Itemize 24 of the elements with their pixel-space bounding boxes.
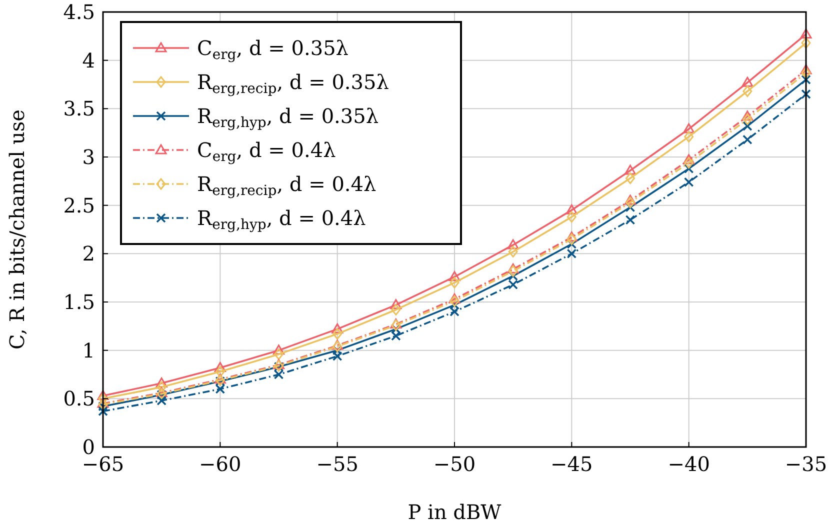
y-tick-label: 1.5 — [63, 290, 95, 314]
legend-label: R$_{erg,recip}$, d = 0.4λ — [197, 172, 377, 198]
x-axis-title: P in dBW — [408, 500, 502, 524]
y-tick-label: 1 — [82, 338, 95, 362]
x-tick-label: −40 — [668, 452, 710, 476]
y-tick-label: 3.5 — [63, 96, 95, 121]
y-tick-label: 3 — [82, 145, 95, 169]
x-tick-label: −35 — [784, 452, 828, 476]
legend-label: R$_{erg,hyp}$, d = 0.35λ — [197, 104, 379, 130]
x-tick-label: −45 — [550, 452, 593, 476]
y-tick-label: 2.5 — [63, 193, 95, 218]
y-tick-label: 2 — [82, 242, 95, 266]
x-tick-label: −60 — [199, 452, 242, 476]
legend-label: R$_{erg,hyp}$, d = 0.4λ — [197, 206, 366, 232]
y-tick-label: 0.5 — [63, 386, 95, 411]
x-tick-label: −55 — [316, 452, 358, 476]
legend-label: C$_{erg}$, d = 0.4λ — [197, 138, 336, 164]
y-tick-label: 4.5 — [63, 0, 95, 24]
legend-label: C$_{erg}$, d = 0.35λ — [197, 36, 349, 62]
y-tick-label: 4 — [82, 48, 95, 72]
y-tick-label: 0 — [82, 435, 95, 459]
legend-label: R$_{erg,recip}$, d = 0.35λ — [197, 70, 390, 96]
y-axis-title: C, R in bits/channel use — [5, 110, 29, 350]
x-tick-label: −50 — [433, 452, 476, 476]
